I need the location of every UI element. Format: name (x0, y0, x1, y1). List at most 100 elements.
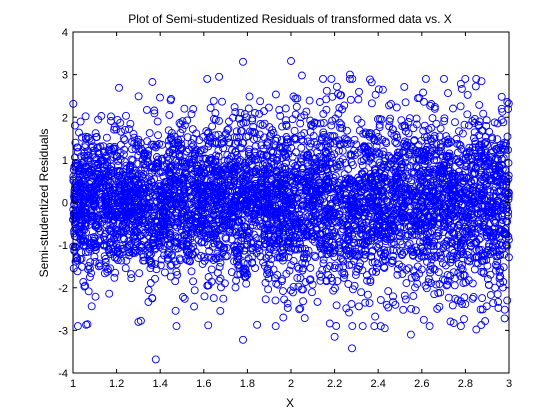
data-point (250, 147, 259, 156)
data-point (242, 164, 251, 173)
data-point (250, 215, 259, 224)
data-point (260, 232, 269, 241)
data-point (332, 82, 341, 91)
data-point (91, 183, 100, 192)
data-point (92, 241, 101, 250)
data-point (272, 242, 281, 251)
data-point (282, 199, 290, 208)
data-point (456, 243, 465, 252)
data-point (376, 322, 385, 331)
data-point (249, 135, 258, 144)
data-point (121, 209, 129, 218)
data-point (460, 120, 469, 129)
data-point (317, 159, 326, 168)
data-point (378, 206, 386, 215)
data-point (289, 282, 298, 291)
data-point (149, 140, 158, 149)
data-point (297, 131, 306, 140)
data-point (180, 196, 189, 204)
data-point (256, 97, 265, 106)
data-point (492, 200, 501, 209)
data-point (358, 225, 367, 234)
data-point (324, 271, 333, 279)
data-point (338, 146, 347, 155)
data-point (189, 178, 198, 187)
data-point (295, 219, 304, 228)
data-point (240, 190, 249, 199)
data-point (362, 217, 371, 226)
data-point (308, 196, 317, 205)
data-point (131, 235, 140, 244)
data-point (377, 186, 386, 195)
data-point (248, 252, 257, 261)
data-point (321, 133, 330, 142)
data-point (397, 163, 406, 172)
data-point (431, 169, 440, 178)
data-point (120, 136, 129, 145)
data-point (496, 140, 505, 149)
data-point (208, 122, 217, 131)
data-point (173, 223, 182, 232)
data-point (484, 159, 493, 168)
data-point (187, 110, 196, 119)
data-point (403, 138, 412, 147)
data-point (294, 174, 303, 183)
data-point (221, 170, 230, 179)
data-point (84, 164, 93, 173)
data-point (201, 219, 210, 228)
data-point (331, 261, 340, 270)
data-point (160, 268, 169, 277)
data-point (115, 83, 123, 92)
data-point (107, 112, 115, 121)
data-point (310, 251, 319, 260)
data-point (81, 112, 90, 121)
data-point (470, 239, 479, 248)
data-point (381, 137, 390, 146)
data-point (355, 262, 364, 271)
data-point (159, 206, 168, 215)
data-point (406, 208, 415, 217)
data-point (281, 165, 289, 173)
data-point (346, 150, 355, 159)
data-point (389, 292, 397, 301)
data-point (301, 278, 310, 286)
data-point (306, 116, 315, 125)
data-point (204, 142, 213, 151)
data-point (170, 185, 179, 194)
data-point (493, 135, 502, 144)
data-point (83, 151, 92, 160)
data-point (492, 154, 501, 163)
data-point (468, 294, 477, 303)
data-point (146, 264, 155, 273)
data-point (267, 211, 276, 220)
data-point (323, 185, 332, 194)
data-point (426, 181, 435, 190)
data-point (232, 249, 241, 258)
data-point (153, 162, 162, 171)
data-point (362, 149, 371, 158)
data-point (252, 234, 261, 242)
data-point (350, 281, 359, 290)
data-point (157, 196, 166, 205)
data-point (269, 226, 278, 235)
data-point (262, 208, 271, 217)
data-point (393, 152, 402, 161)
data-point (417, 265, 426, 274)
data-point (296, 119, 305, 128)
data-point (453, 237, 462, 246)
data-point (362, 205, 371, 214)
data-point (128, 145, 136, 154)
data-point (378, 85, 387, 94)
data-point (139, 253, 148, 261)
data-point (311, 159, 320, 168)
data-point (303, 162, 312, 171)
data-point (99, 210, 108, 219)
data-point (293, 218, 302, 227)
data-point (76, 222, 85, 231)
data-point (204, 139, 213, 148)
data-point (159, 182, 168, 191)
data-point (189, 243, 198, 252)
data-point (444, 216, 453, 224)
data-point (367, 99, 376, 108)
data-point (383, 198, 392, 207)
